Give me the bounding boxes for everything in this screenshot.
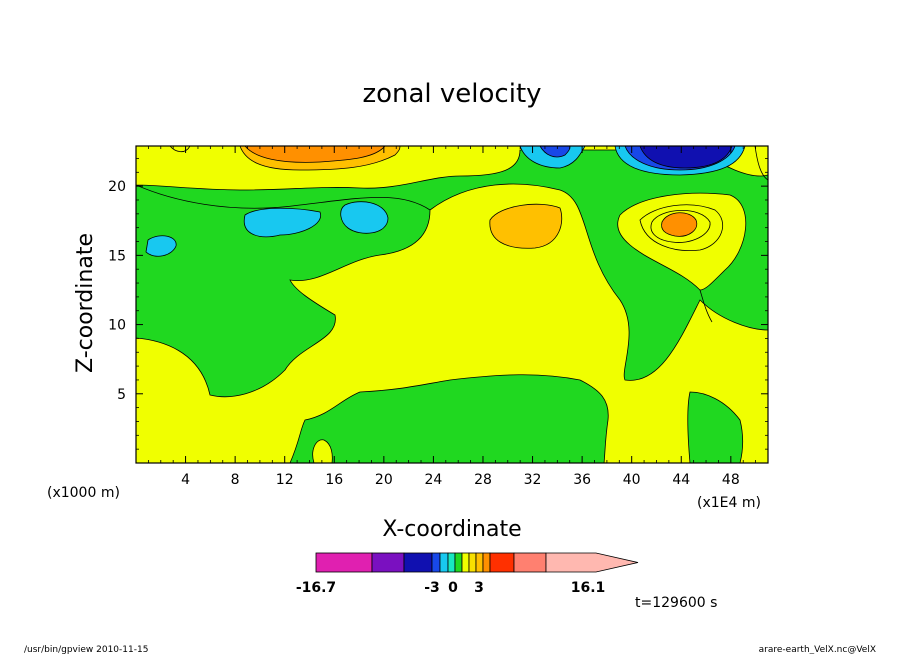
contour-right-ring <box>639 204 724 251</box>
time-label: t=129600 s <box>635 595 717 611</box>
colorbar-segment <box>482 552 491 573</box>
contour-right-edge-ring <box>754 146 768 181</box>
colorbar-segment <box>489 552 515 573</box>
colorbar-mid-label: 3 <box>474 580 484 596</box>
contour-negative-region-bottom-right <box>687 391 744 463</box>
colorbar-mid-label: -3 <box>424 580 440 596</box>
x-tick-label: 8 <box>231 472 240 488</box>
y-tick-label: 5 <box>117 387 126 403</box>
contour-right-ring-inner <box>650 209 711 243</box>
colorbar-segment <box>545 552 639 573</box>
x-tick-label: 32 <box>524 472 542 488</box>
colorbar-segment <box>403 552 433 573</box>
x-axis: 4 8 12 16 20 24 28 32 36 40 44 48 <box>147 146 757 488</box>
contour-right-yellow <box>617 192 747 291</box>
x-tick-label: 28 <box>474 472 492 488</box>
chart-title: zonal velocity <box>362 79 541 109</box>
y-axis-label: Z-coordinate <box>73 233 98 373</box>
x-axis-label: X-coordinate <box>382 517 521 542</box>
colorbar-max-label: 16.1 <box>571 580 606 596</box>
y-tick-label: 20 <box>108 179 126 195</box>
colorbar <box>315 552 639 573</box>
colorbar-segment <box>475 552 484 573</box>
y-tick-label: 15 <box>108 248 126 264</box>
contour-top-left-core <box>244 146 386 163</box>
colorbar-mid-labels: -3 0 3 <box>424 580 484 596</box>
colorbar-segment <box>447 552 456 573</box>
colorbar-segment <box>315 552 373 573</box>
x-tick-label: 4 <box>181 472 190 488</box>
x-tick-label: 20 <box>375 472 393 488</box>
contour-right-ring-sharp <box>699 289 713 323</box>
colorbar-segment <box>431 552 441 573</box>
colorbar-mid-label: 0 <box>448 580 458 596</box>
contour-small-yellow-island <box>312 439 333 463</box>
contour-cyan-patch-1 <box>243 207 321 238</box>
x-unit-right: (x1E4 m) <box>697 495 761 511</box>
contour-cyan-patch-2 <box>340 201 389 234</box>
contour-top-right-darkblue <box>639 146 733 169</box>
footer-right: arare-earth_VelX.nc@VelX <box>759 645 876 654</box>
y-axis: 5 10 15 20 <box>108 158 768 450</box>
contour-cyan-patch-3 <box>145 235 177 257</box>
contour-orange-patch-mid <box>489 203 563 249</box>
colorbar-segment <box>468 552 477 573</box>
x-tick-label: 12 <box>276 472 294 488</box>
colorbar-segment <box>454 552 463 573</box>
colorbar-segment <box>371 552 405 573</box>
colorbar-min-label: -16.7 <box>296 580 336 596</box>
plot-frame <box>135 145 769 464</box>
contour-right-orange-core <box>661 212 698 237</box>
x-tick-label: 16 <box>325 472 343 488</box>
x-tick-label: 44 <box>672 472 690 488</box>
contour-top-left-ring <box>169 146 191 153</box>
colorbar-segment <box>513 552 547 573</box>
contour-negative-region-bottom <box>289 374 609 463</box>
x-tick-label: 36 <box>573 472 591 488</box>
x-tick-label: 48 <box>722 472 740 488</box>
footer-left: /usr/bin/gpview 2010-11-15 <box>24 645 148 654</box>
y-tick-label: 10 <box>108 318 126 334</box>
x-tick-label: 40 <box>623 472 641 488</box>
x-unit-left: (x1000 m) <box>47 485 120 501</box>
colorbar-segment <box>439 552 449 573</box>
x-tick-label: 24 <box>424 472 442 488</box>
colorbar-segment <box>461 552 470 573</box>
plot-area <box>135 145 769 464</box>
